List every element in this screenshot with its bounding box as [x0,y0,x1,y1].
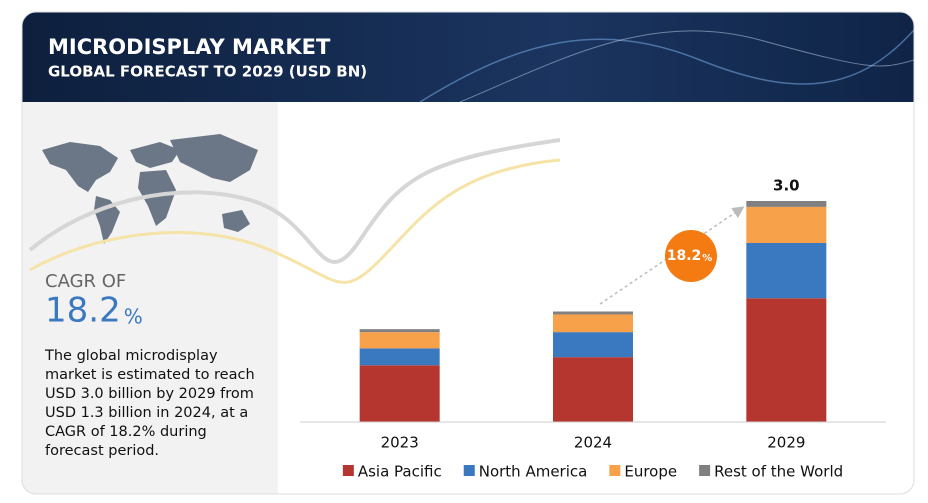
legend-swatch [342,465,354,476]
bar-segment [553,357,633,422]
legend-label: Europe [624,463,677,481]
cagr-title: CAGR OF [45,271,126,292]
world-map [42,134,258,244]
total-label: 3.0 [773,177,800,195]
legend-label: Asia Pacific [358,463,442,481]
bar-segment [359,332,440,349]
bar-segment [746,206,827,243]
cagr-value: 18.2 [45,291,121,331]
legend-swatch [463,465,475,476]
decor-wave [29,158,561,284]
legend-label: Rest of the World [714,463,843,481]
bar-segment [746,201,827,207]
x-tick-label: 2023 [381,434,419,452]
header-bg [22,12,914,102]
summary-text: The global microdisplay market is estima… [45,348,255,459]
legend-label: North America [479,463,588,481]
bar-segment [359,348,440,366]
bar-segment [553,314,633,333]
bar-segment [553,311,633,315]
cagr-unit: % [124,305,143,329]
bar-segment [359,329,440,333]
header-decor [419,29,914,103]
title: MICRODISPLAY MARKET [48,35,331,59]
cagr-bubble [665,230,717,282]
legend-swatch [699,465,711,476]
subtitle: GLOBAL FORECAST TO 2029 (USD BN) [48,63,367,81]
bar-segment [359,365,440,422]
header-decor [459,30,914,103]
card-border [21,11,915,495]
cagr-bubble-unit: % [702,253,712,264]
legend-swatch [609,465,621,476]
bar-segment [746,242,827,299]
bar-segment [553,332,633,358]
cagr-bubble-value: 18.2 [667,248,702,264]
bar-segment [746,298,827,422]
x-tick-label: 2029 [767,434,805,452]
decor-wave [28,138,561,264]
x-tick-label: 2024 [574,434,612,452]
